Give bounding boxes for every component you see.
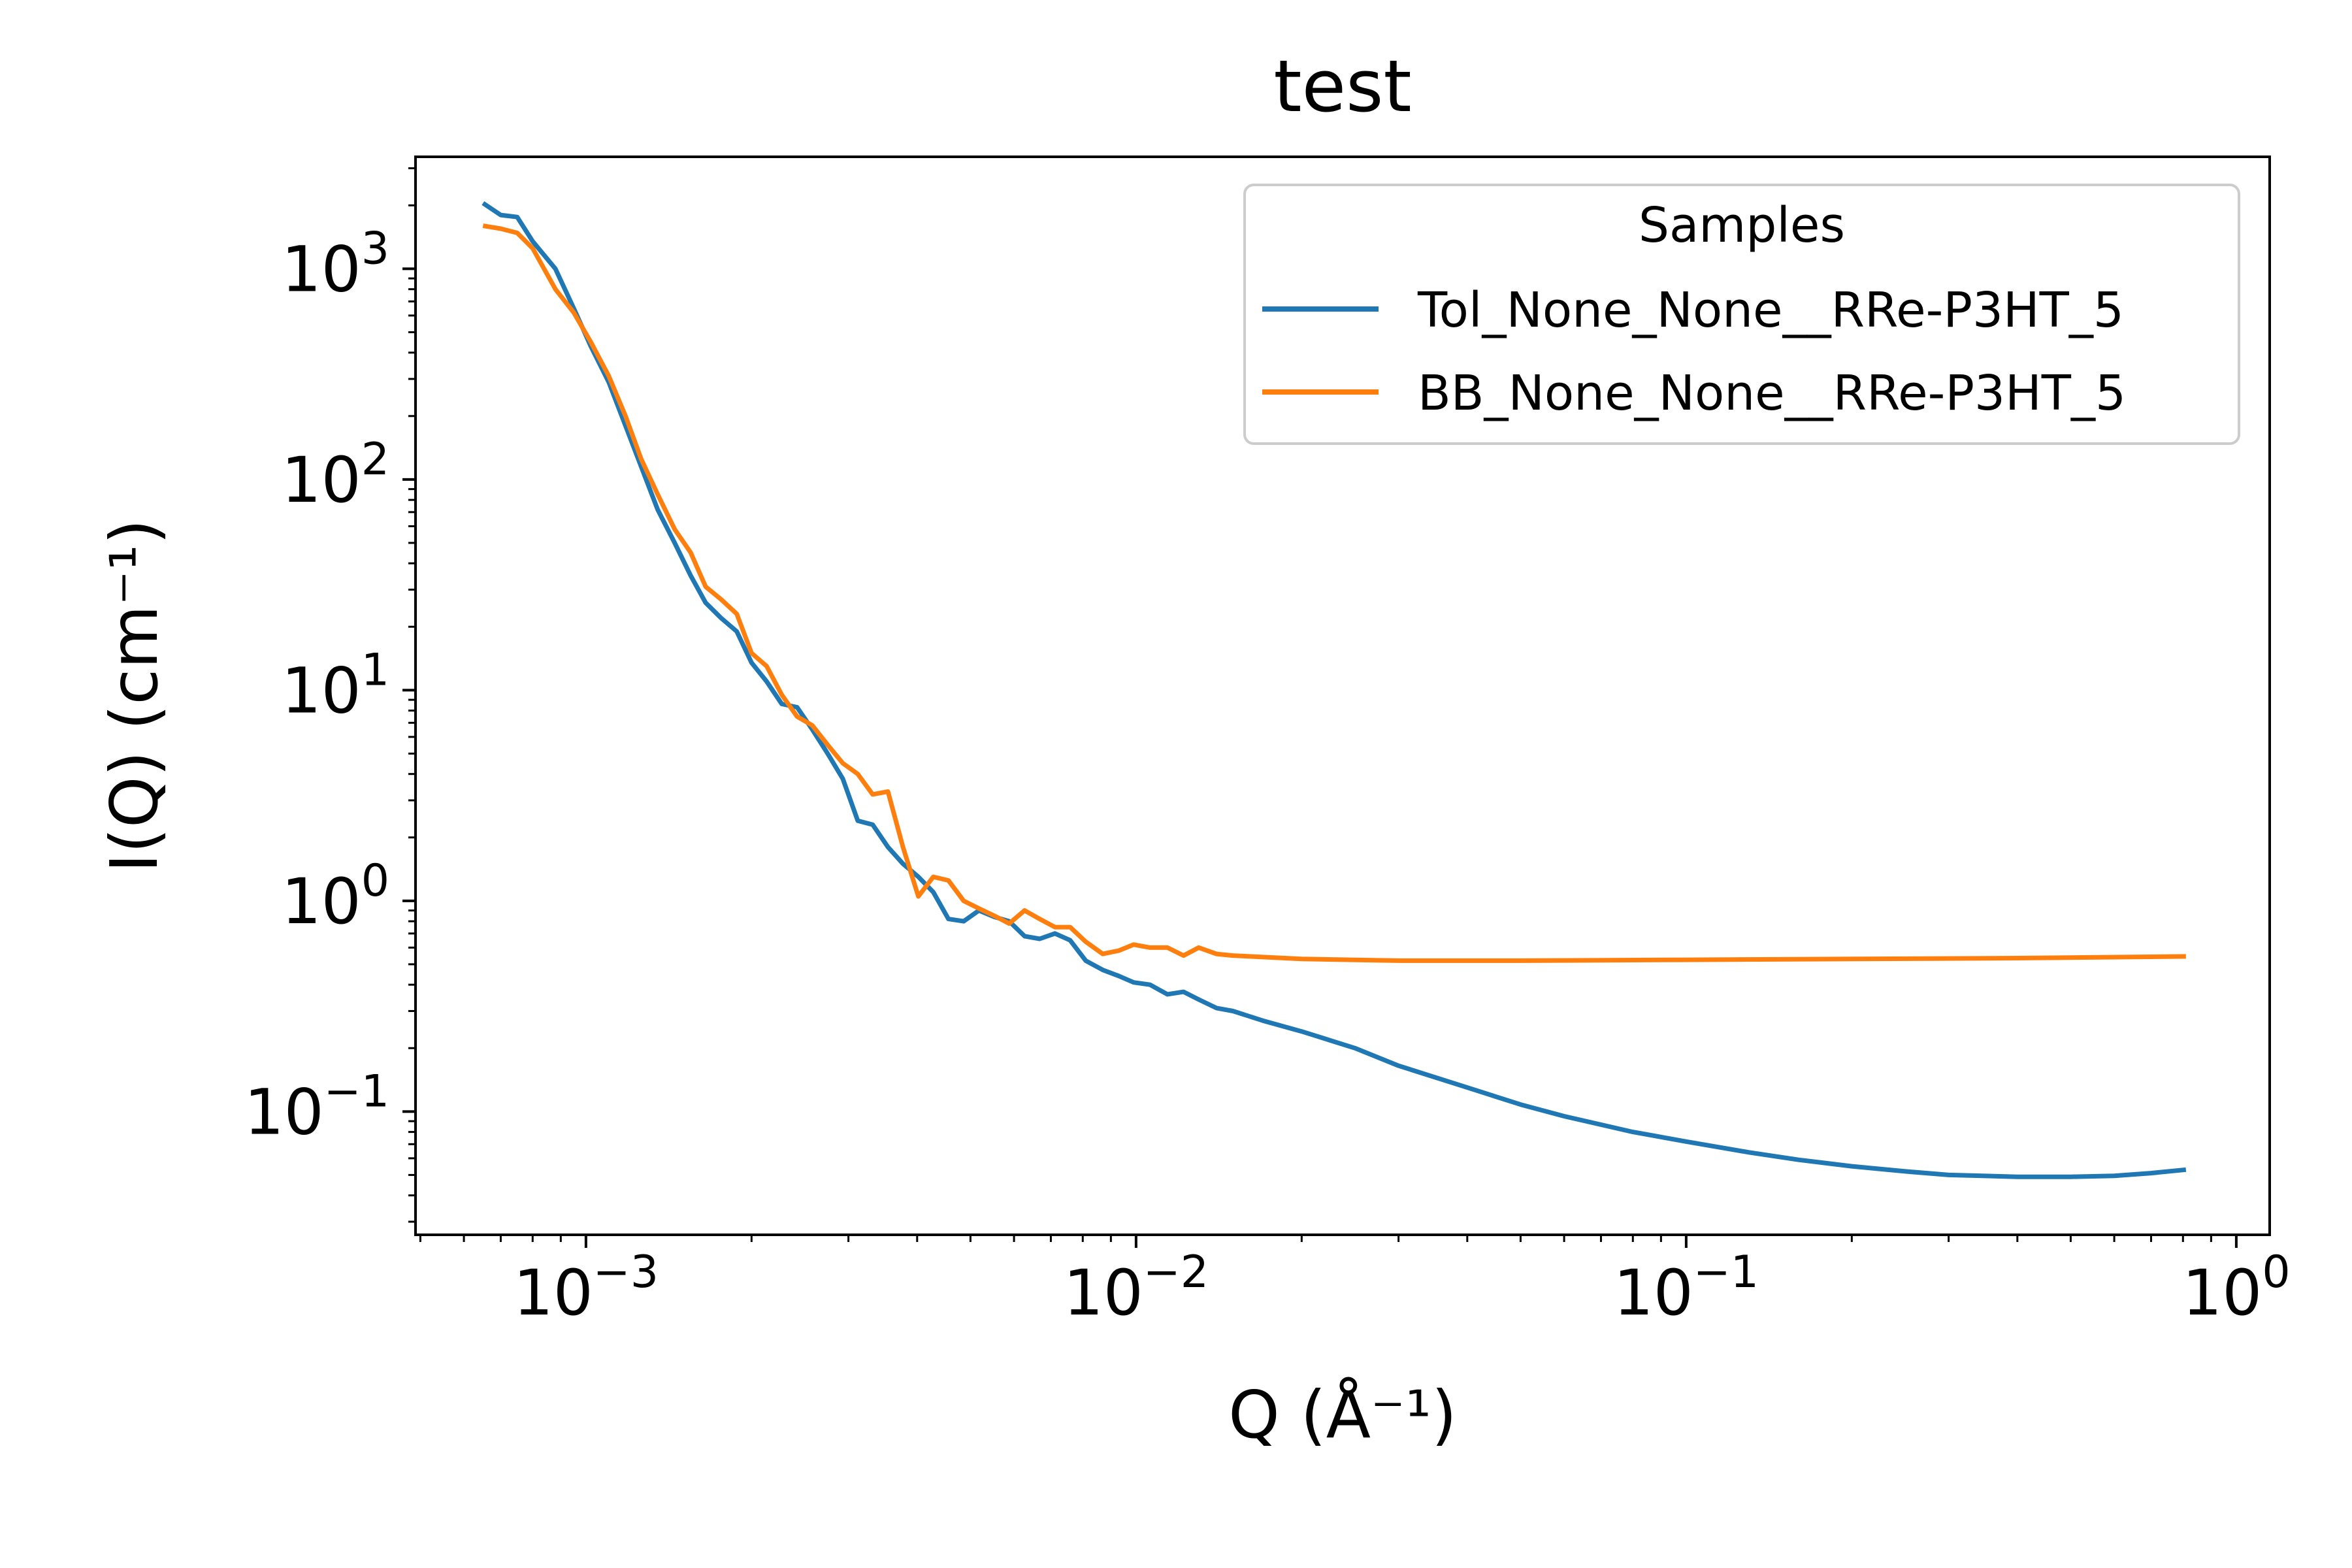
y-tick-label: 10−1 [244, 1066, 389, 1149]
x-tick-label: 10−1 [1614, 1247, 1759, 1330]
legend-title: Samples [1639, 197, 1845, 253]
legend-label-bb: BB_None_None__RRe-P3HT_5 [1418, 365, 2126, 421]
x-tick-label: 100 [2182, 1247, 2290, 1330]
y-axis-label: I(Q) (cm⁻¹) [96, 519, 172, 872]
x-tick-label: 10−2 [1064, 1247, 1209, 1330]
legend: Samples Tol_None_None__RRe-P3HT_5 BB_Non… [1243, 184, 2240, 445]
y-tick-label: 102 [282, 434, 389, 517]
axis-ticks: 10−3 10−2 10−1 100 10−1 100 101 102 103 [244, 167, 2291, 1330]
x-tick-label: 10−3 [514, 1247, 659, 1330]
plot-frame [414, 155, 2271, 1236]
chart-title: test [1273, 44, 1411, 128]
legend-frame [1243, 184, 2240, 445]
series-line-bb [482, 223, 2186, 963]
y-tick-label: 101 [282, 644, 389, 727]
legend-label-tol: Tol_None_None__RRe-P3HT_5 [1417, 282, 2124, 338]
x-axis-label: Q (Å⁻¹) [1228, 1376, 1457, 1453]
series-layer [482, 201, 2187, 1179]
y-tick-label: 100 [282, 855, 389, 938]
y-tick-label: 103 [282, 223, 389, 306]
